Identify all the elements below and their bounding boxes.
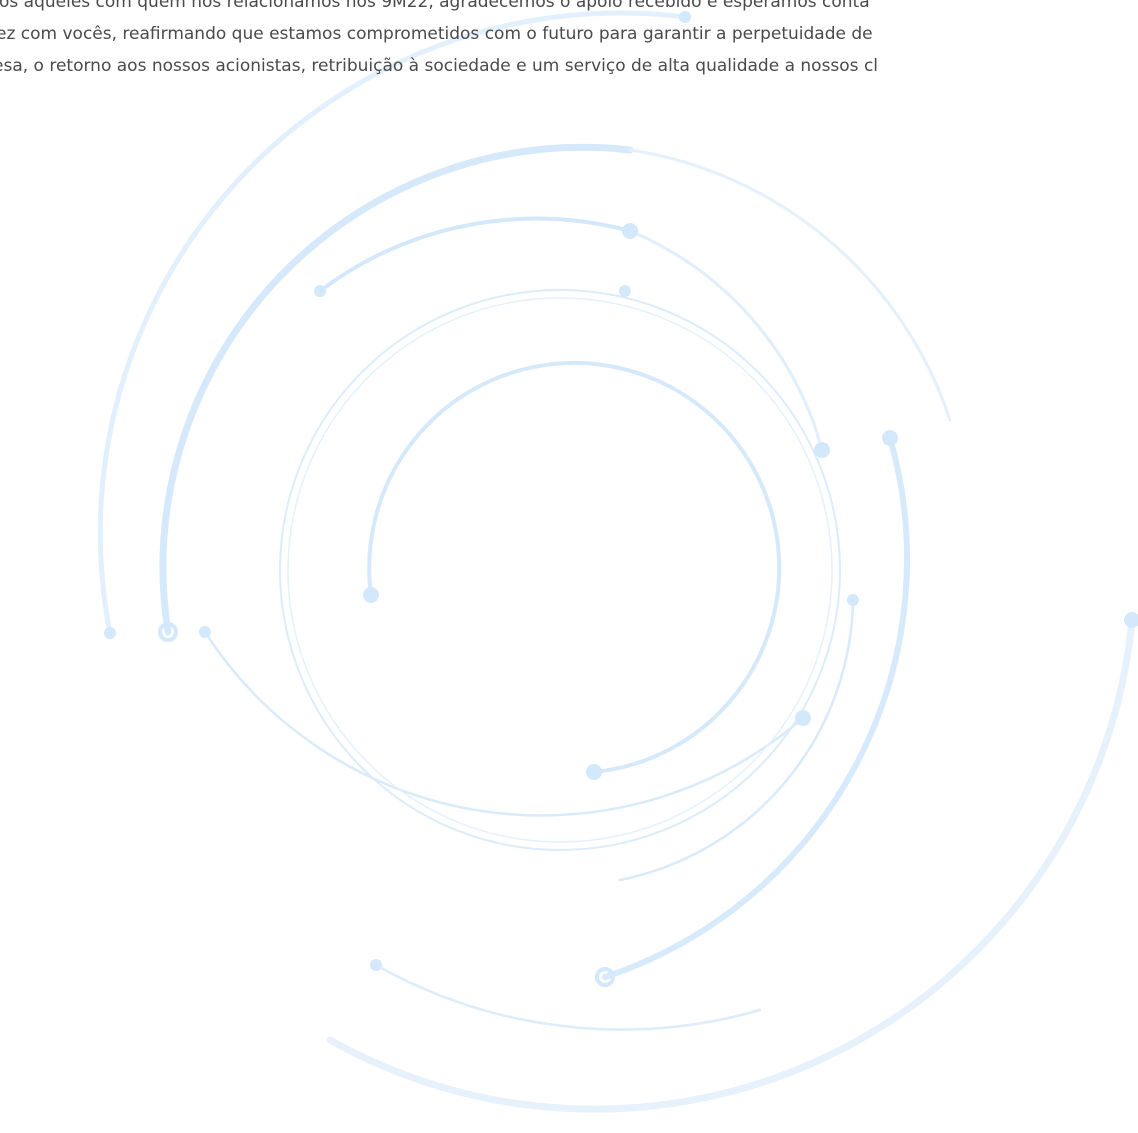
arc-dot bbox=[104, 627, 116, 639]
inner-right-arc bbox=[618, 598, 855, 882]
arc-dot bbox=[619, 285, 631, 297]
second-arc bbox=[159, 143, 634, 636]
arc-dot bbox=[314, 285, 326, 297]
arc-dot bbox=[814, 442, 830, 458]
arc-dot bbox=[847, 594, 859, 606]
paragraph-line: esa, o retorno aos nossos acionistas, re… bbox=[0, 56, 879, 76]
arc-dot bbox=[199, 626, 211, 638]
arc-dot bbox=[679, 11, 691, 23]
arc-dot bbox=[795, 710, 811, 726]
paragraph-line: os aqueles com quem nos relacionamos nos… bbox=[0, 0, 870, 12]
third-arc bbox=[318, 216, 632, 293]
inner-ring-a bbox=[279, 289, 841, 851]
paragraph-line: ez com vocês, reafirmando que estamos co… bbox=[0, 24, 873, 44]
outer-arc bbox=[97, 10, 688, 636]
right-bottom-arc bbox=[602, 435, 911, 980]
inner-ring-b bbox=[287, 297, 833, 843]
outer-bottom-arc bbox=[326, 616, 1136, 1113]
arc-dot bbox=[622, 223, 638, 239]
left-lower-arc bbox=[203, 630, 805, 817]
top-right-arc bbox=[628, 148, 952, 422]
arc-dot bbox=[370, 959, 382, 971]
bottom-arc bbox=[374, 963, 762, 1031]
third-arc-right bbox=[628, 229, 824, 452]
arc-dot bbox=[1124, 612, 1138, 628]
paragraph: os aqueles com quem nos relacionamos nos… bbox=[0, 0, 1138, 82]
arc-dot bbox=[595, 967, 615, 987]
inner-arc bbox=[367, 361, 782, 774]
arc-dot bbox=[586, 764, 602, 780]
arc-dot bbox=[158, 622, 178, 642]
arc-dot bbox=[363, 587, 379, 603]
arc-dot bbox=[882, 430, 898, 446]
